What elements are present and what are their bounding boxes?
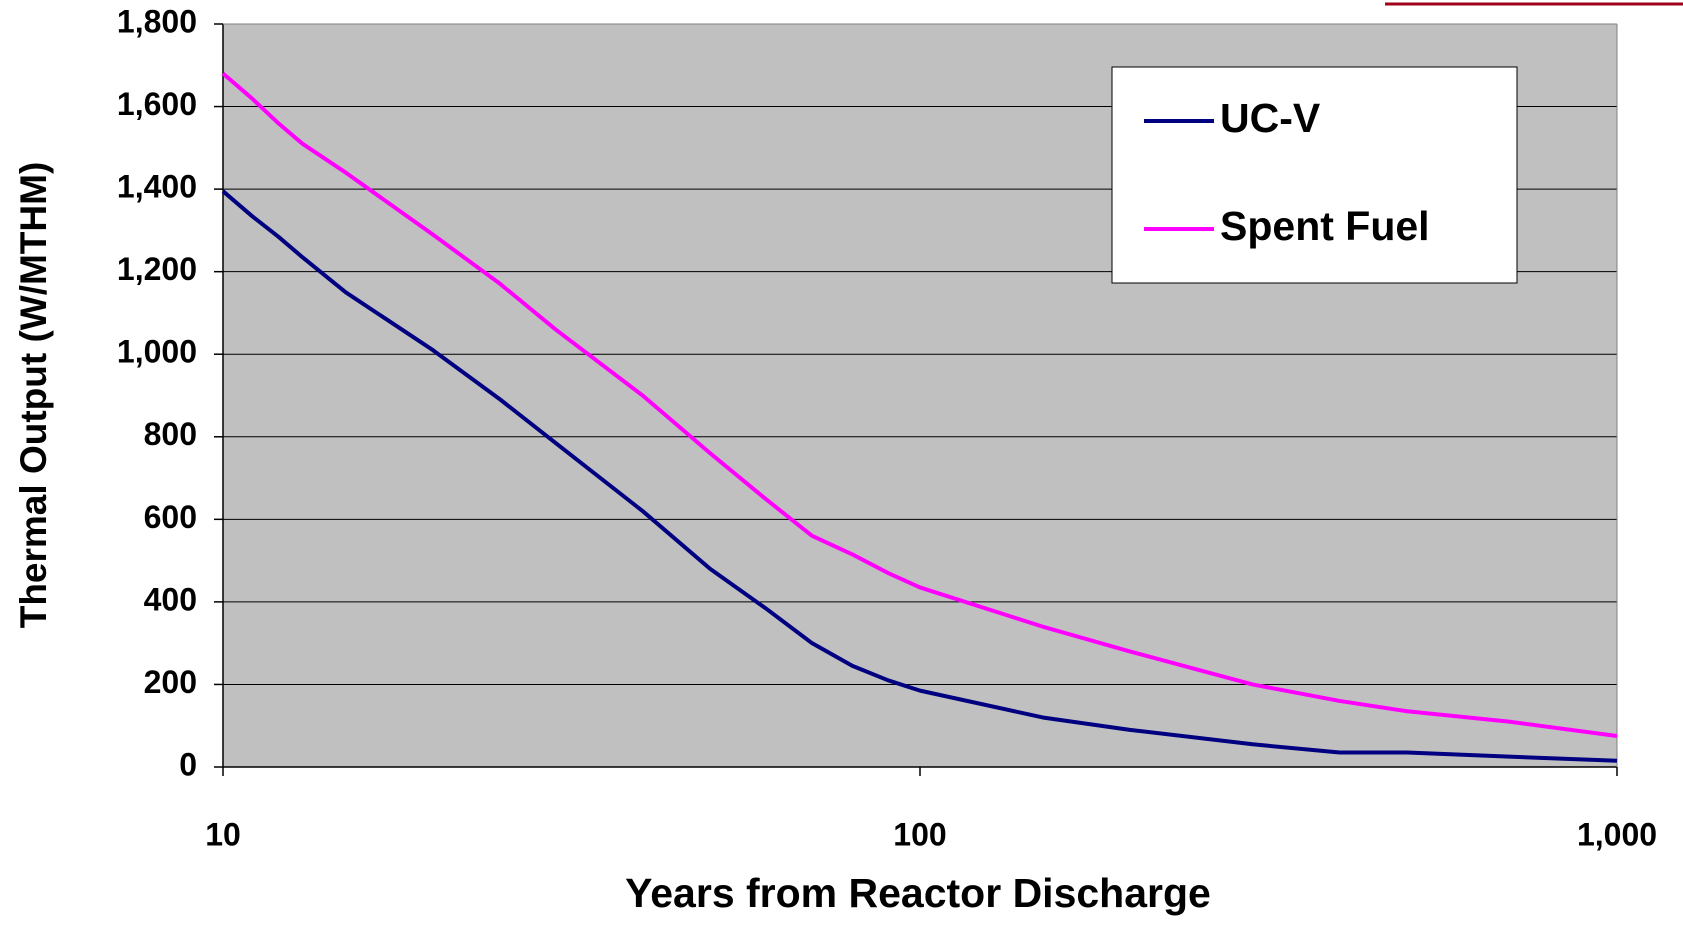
y-tick-label: 1,800 [117,3,197,39]
legend-label: Spent Fuel [1220,203,1430,249]
x-tick-label: 10 [205,816,241,852]
x-tick-label: 100 [893,816,946,852]
y-axis-label: Thermal Output (W/MTHM) [13,162,54,629]
y-tick-label: 800 [144,416,197,452]
x-axis-label: Years from Reactor Discharge [625,870,1211,916]
y-tick-label: 600 [144,499,197,535]
series-line [221,72,1618,739]
legend-label: UC-V [1220,95,1321,141]
legend-box [1111,66,1518,284]
series-line [221,189,1618,763]
y-tick-label: 1,200 [117,251,197,287]
y-tick-label: 400 [144,581,197,617]
y-tick-label: 200 [144,664,197,700]
y-tick-label: 1,000 [117,334,197,370]
x-tick-label: 1,000 [1577,816,1657,852]
y-tick-label: 1,600 [117,86,197,122]
y-tick-label: 1,400 [117,169,197,205]
y-tick-label: 0 [179,746,197,782]
